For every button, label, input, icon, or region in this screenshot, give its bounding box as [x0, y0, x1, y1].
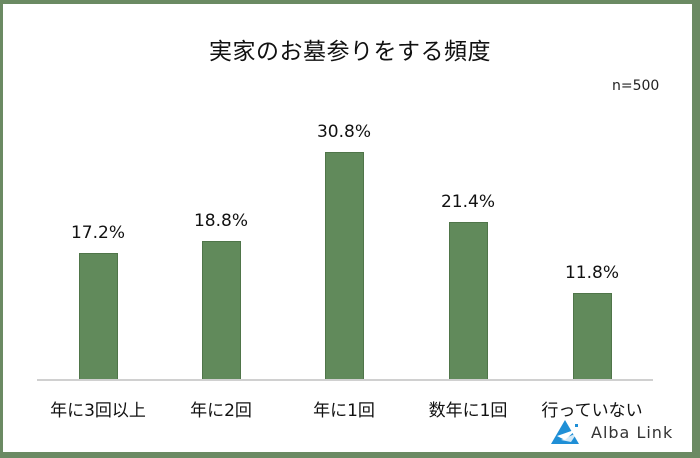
category-label: 年に3回以上	[50, 401, 146, 421]
bar	[201, 241, 241, 380]
bar	[572, 293, 612, 380]
brand-logo: Alba Link	[551, 420, 673, 444]
x-axis-line	[37, 379, 653, 381]
bar-value-label: 11.8%	[564, 263, 619, 283]
sample-size-label: n=500	[612, 78, 660, 94]
bar-value-label: 18.8%	[193, 211, 248, 231]
bar	[448, 222, 488, 380]
brand-name: Alba Link	[591, 422, 674, 442]
bar-value-label: 30.8%	[316, 122, 371, 142]
alba-link-logo-icon	[551, 420, 579, 444]
bar-value-label: 17.2%	[70, 223, 125, 243]
category-label: 年に2回	[190, 401, 252, 421]
bar	[78, 253, 118, 380]
chart-title: 実家のお墓参りをする頻度	[209, 39, 491, 65]
bar-value-label: 21.4%	[440, 192, 495, 212]
category-label: 数年に1回	[428, 401, 508, 421]
category-label: 行っていない	[541, 401, 643, 421]
bar	[324, 152, 364, 380]
category-label: 年に1回	[313, 401, 375, 421]
